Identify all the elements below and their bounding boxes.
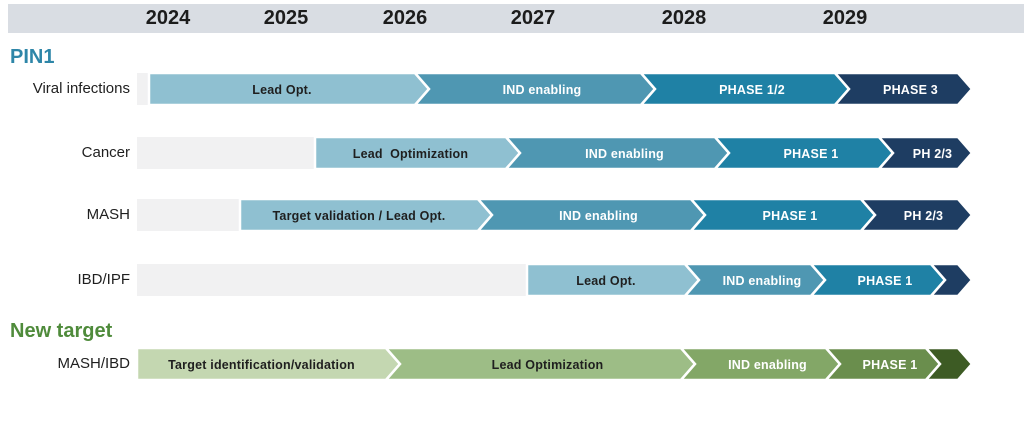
phase-label: Lead Opt. (252, 83, 311, 97)
row-label: Cancer (81, 144, 130, 161)
timeline-row-svg: Lead Optimization IND enabling PHASE 1 PH 2… (137, 137, 974, 171)
section-title-pin1: PIN1 (10, 46, 55, 68)
year-label: 2024 (145, 7, 191, 29)
phase-label: PH 2/3 (904, 209, 943, 223)
phase-segment (876, 137, 974, 171)
timeline-header: 2024 2025 2026 2027 2028 2029 (8, 4, 1024, 33)
year-label: 2028 (661, 7, 707, 29)
empty-segment (137, 199, 240, 231)
phase-label: Target validation / Lead Opt. (273, 209, 446, 223)
empty-segment (137, 137, 315, 169)
phase-label: PHASE 1 (858, 274, 913, 288)
timeline-row-svg: Target identification/validation Lead Opt… (135, 348, 974, 382)
phase-label: PH 2/3 (913, 147, 952, 161)
phase-segment (858, 199, 974, 233)
timeline-row-svg: Target validation / Lead Opt. IND enablin… (137, 199, 974, 233)
phase-label: Lead Optimization (492, 358, 604, 372)
year-label: 2025 (263, 7, 309, 29)
empty-segment (137, 73, 149, 105)
timeline-row-svg: Lead Opt. IND enabling PHASE 1 (137, 264, 974, 298)
year-label: 2026 (382, 7, 428, 29)
phase-label: IND enabling (723, 274, 802, 288)
empty-segment (137, 264, 527, 296)
phase-label: PHASE 1/2 (719, 83, 785, 97)
phase-label: PHASE 1 (784, 147, 839, 161)
phase-label: PHASE 1 (763, 209, 818, 223)
phase-label: PHASE 1 (863, 358, 918, 372)
row-label: IBD/IPF (77, 271, 130, 288)
row-label: MASH (86, 206, 130, 223)
phase-label: IND enabling (503, 83, 582, 97)
timeline-row-svg: Lead Opt. IND enabling PHASE 1/2 PHASE 3 (137, 73, 974, 107)
phase-label: Target identification/validation (168, 358, 355, 372)
phase-segment (923, 348, 974, 382)
phase-label: IND enabling (728, 358, 807, 372)
year-label: 2029 (822, 7, 868, 29)
row-label: MASH/IBD (57, 355, 130, 372)
phase-label: PHASE 3 (883, 83, 938, 97)
phase-label: IND enabling (559, 209, 638, 223)
phase-segment (832, 73, 974, 107)
row-label: Viral infections (32, 80, 130, 97)
year-label: 2027 (510, 7, 556, 29)
phase-segment (928, 264, 974, 298)
section-title-new-target: New target (10, 320, 113, 342)
phase-label: Lead Optimization (353, 147, 468, 161)
phase-label: IND enabling (585, 147, 664, 161)
phase-label: Lead Opt. (576, 274, 635, 288)
